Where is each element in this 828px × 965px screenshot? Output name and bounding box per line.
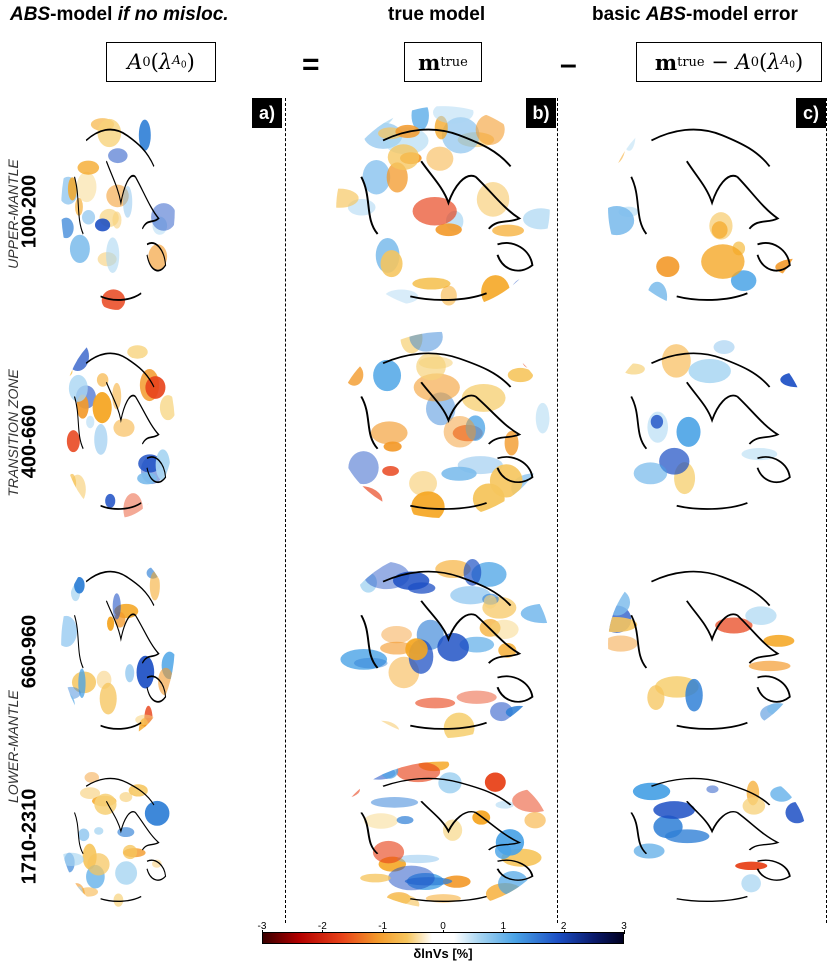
basic-text: basic <box>592 4 646 25</box>
globe-map-r3-c3 <box>608 549 806 739</box>
misloc-text: if no misloc. <box>117 4 229 25</box>
colorbar: -3 -2 -1 0 1 2 3 δlnVs [%] <box>258 921 627 962</box>
coastline <box>360 777 534 903</box>
globe-map-r4-c2 <box>336 761 550 909</box>
coastline <box>360 128 534 301</box>
colorbar-tick-label: -3 <box>257 921 267 932</box>
globe-map-r2-c2 <box>336 331 550 519</box>
separator-c-right <box>826 98 827 923</box>
panel-label-a: a) <box>252 98 282 128</box>
separator-b-c <box>557 98 558 923</box>
coastline <box>630 352 791 510</box>
coastline <box>74 570 167 730</box>
separator-a-b <box>285 98 286 923</box>
equals-operator: = <box>302 48 320 81</box>
coastline <box>74 128 167 301</box>
abs-text-c: ABS <box>645 4 686 25</box>
colorbar-tick-label: 0 <box>440 921 446 932</box>
colorbar-gradient <box>262 932 624 944</box>
column-c-title: basic ABS-model error <box>592 4 798 26</box>
globe-map-r3-c2 <box>336 549 550 739</box>
colorbar-tick-mark <box>624 930 625 934</box>
globe-map-r1-c3 <box>608 106 806 310</box>
colorbar-tick-label: 2 <box>560 921 567 932</box>
coastline <box>360 352 534 510</box>
coastline <box>630 777 791 902</box>
error-text: -model error <box>686 4 798 25</box>
colorbar-tick-label: 3 <box>621 921 627 932</box>
abs-text: ABS <box>10 4 51 25</box>
minus-operator: – <box>560 48 577 81</box>
colorbar-tick-label: -2 <box>317 921 327 932</box>
colorbar-label: δlnVs [%] <box>413 946 473 961</box>
panel-label-c: c) <box>796 98 826 128</box>
colorbar-tick-label: 1 <box>500 921 507 932</box>
coastline <box>74 352 167 510</box>
globe-map-r2-c3 <box>608 331 806 519</box>
globe-map-r4-c1 <box>61 761 175 909</box>
model-text: -model <box>50 4 113 25</box>
globe-map-r4-c3 <box>608 761 806 909</box>
globe-map-r1-c1 <box>61 106 175 310</box>
depth-label-3: 660-960 <box>18 614 41 689</box>
coastline <box>630 128 791 301</box>
formula-a: A 0(λ A0) <box>106 42 216 82</box>
globe-map-r2-c1 <box>61 331 175 519</box>
coastline <box>74 777 167 902</box>
column-b-title: true model <box>388 4 486 25</box>
panel-label-b: b) <box>526 98 556 128</box>
colorbar-tick-label: -1 <box>378 921 388 932</box>
formula-c: m true − A 0(λ A0) <box>636 42 822 82</box>
depth-label-4: 1710-2310 <box>18 788 41 885</box>
formula-b: m true <box>404 42 482 82</box>
coastline <box>630 570 791 730</box>
depth-label-2: 400-660 <box>18 404 41 479</box>
column-a-title: ABS-model if no misloc. <box>10 4 229 26</box>
coastline <box>360 570 534 730</box>
depth-label-1: 100-200 <box>18 174 41 249</box>
globe-map-r1-c2 <box>336 106 550 310</box>
globe-map-r3-c1 <box>61 549 175 739</box>
